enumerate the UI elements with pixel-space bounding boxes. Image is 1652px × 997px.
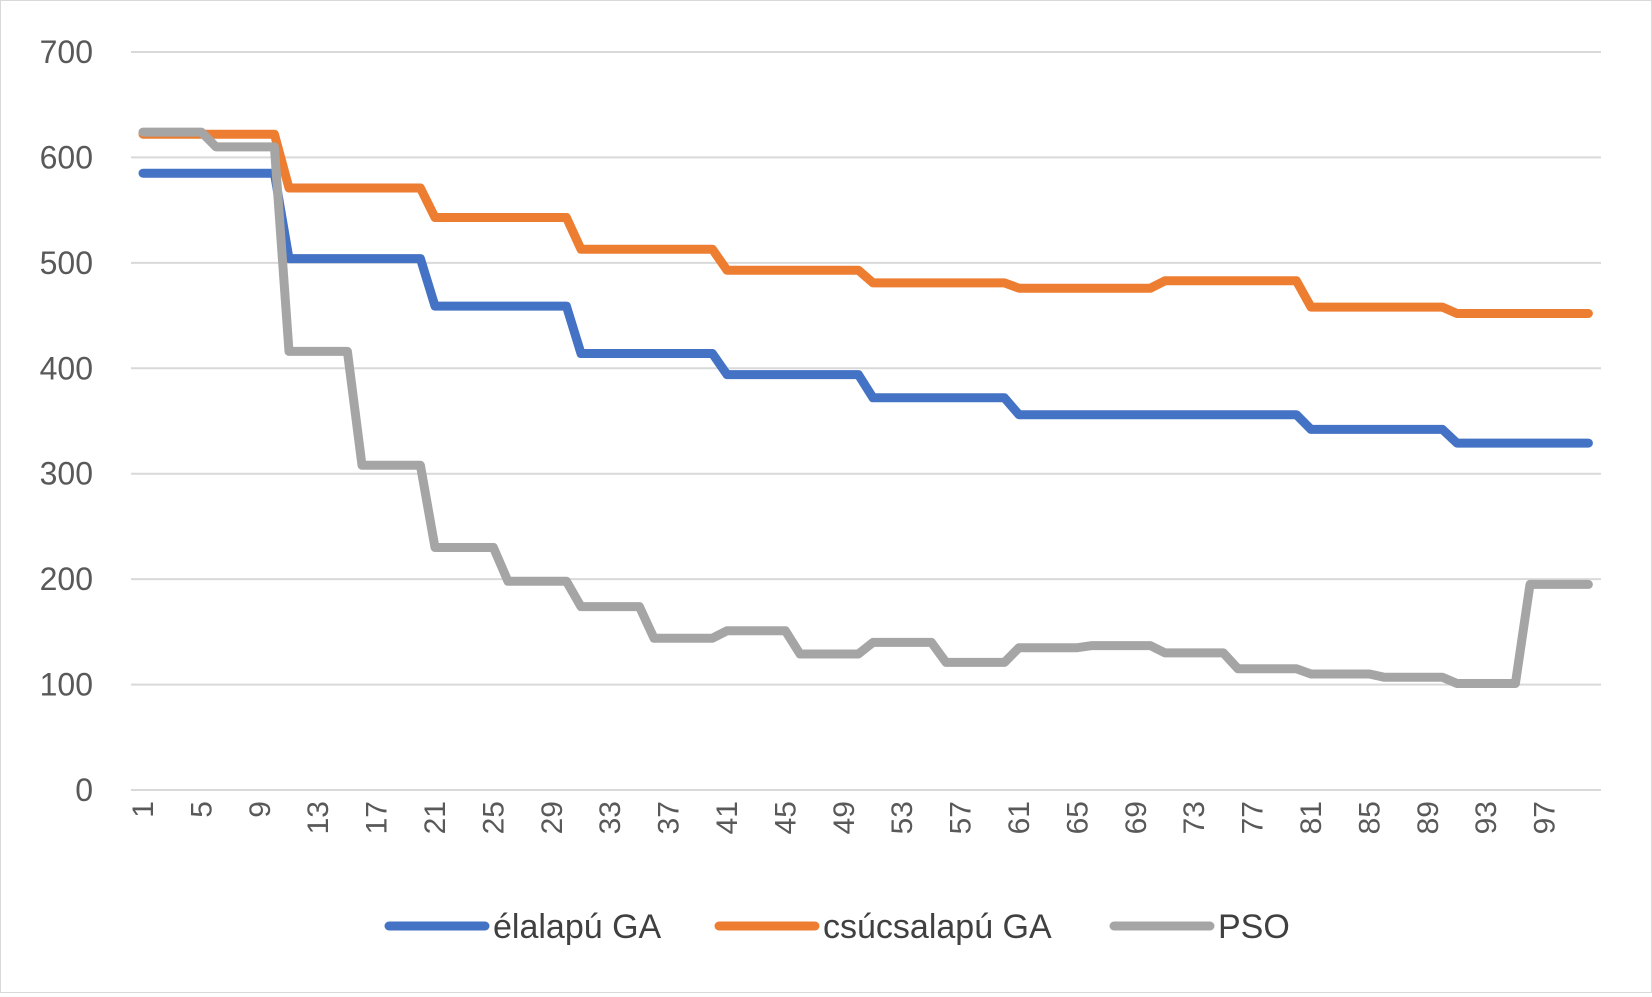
x-axis-tick-labels: 1 5 9 13 17 21 25 29 33 37 41 45 49 53 57 61 65 69 73 77 81 8… — [127, 801, 1562, 834]
x-tick-label: 37 — [653, 801, 686, 834]
legend: élalapú GA csúcsalapú GA PSO — [384, 908, 1290, 946]
legend-item: élalapú GA — [384, 908, 662, 946]
y-tick-label: 700 — [40, 34, 93, 70]
x-tick-label: 57 — [945, 801, 978, 834]
x-tick-label: 77 — [1237, 801, 1270, 834]
x-tick-label: 81 — [1295, 801, 1328, 834]
y-tick-label: 600 — [40, 139, 93, 175]
x-tick-label: 17 — [361, 801, 394, 834]
x-tick-label: 9 — [244, 801, 277, 818]
x-tick-label: 33 — [594, 801, 627, 834]
x-tick-label: 25 — [477, 801, 510, 834]
x-tick-label: 29 — [536, 801, 569, 834]
series-line-pso — [138, 127, 1593, 688]
x-tick-label: 85 — [1353, 801, 1386, 834]
x-tick-label: 49 — [828, 801, 861, 834]
x-tick-label: 97 — [1529, 801, 1562, 834]
legend-item: csúcsalapú GA — [714, 908, 1052, 946]
y-axis-tick-labels: 0 100 200 300 400 500 600 700 — [40, 34, 93, 808]
x-tick-label: 93 — [1470, 801, 1503, 834]
legend-label: csúcsalapú GA — [823, 908, 1052, 946]
x-tick-label: 45 — [769, 801, 802, 834]
y-tick-label: 400 — [40, 350, 93, 386]
x-tick-label: 13 — [302, 801, 335, 834]
x-tick-label: 89 — [1412, 801, 1445, 834]
x-tick-label: 73 — [1178, 801, 1211, 834]
x-tick-label: 41 — [711, 801, 744, 834]
x-tick-label: 69 — [1120, 801, 1153, 834]
legend-label: élalapú GA — [493, 908, 662, 946]
y-tick-label: 100 — [40, 667, 93, 703]
legend-item: PSO — [1109, 908, 1290, 946]
x-tick-label: 53 — [886, 801, 919, 834]
x-tick-label: 1 — [127, 801, 160, 818]
series-line-élalapú-ga — [138, 168, 1593, 448]
y-tick-label: 0 — [75, 772, 93, 808]
x-tick-label: 61 — [1003, 801, 1036, 834]
series-lines — [138, 127, 1593, 688]
series-line-csúcsalapú-ga — [138, 129, 1593, 318]
y-tick-label: 300 — [40, 456, 93, 492]
legend-label: PSO — [1218, 908, 1290, 946]
y-tick-label: 200 — [40, 561, 93, 597]
x-tick-label: 5 — [185, 801, 218, 818]
x-tick-label: 65 — [1061, 801, 1094, 834]
y-tick-label: 500 — [40, 245, 93, 281]
x-tick-label: 21 — [419, 801, 452, 834]
